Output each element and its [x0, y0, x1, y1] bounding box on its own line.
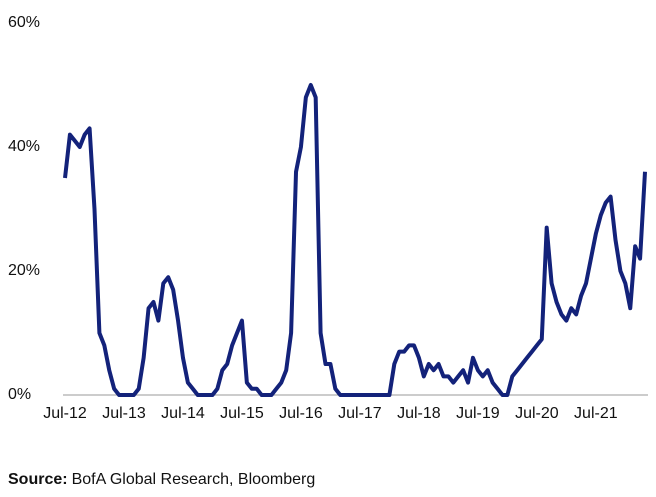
y-tick-label: 0%	[8, 386, 31, 403]
x-tick-label: Jul-16	[279, 405, 323, 422]
source-label: Source:	[8, 471, 68, 488]
x-tick-label: Jul-15	[220, 405, 264, 422]
source-text: BofA Global Research, Bloomberg	[72, 471, 316, 488]
x-tick-label: Jul-14	[161, 405, 205, 422]
line	[63, 83, 647, 397]
y-tick-label: 20%	[8, 262, 40, 279]
x-tick-label: Jul-20	[515, 405, 559, 422]
x-tick-label: Jul-17	[338, 405, 382, 422]
source: Source: BofA Global Research, Bloomberg	[8, 471, 315, 488]
y-tick-label: 40%	[8, 138, 40, 155]
x-tick-label: Jul-18	[397, 405, 441, 422]
x-tick-label: Jul-19	[456, 405, 500, 422]
x-tick-label: Jul-12	[43, 405, 87, 422]
x-tick-label: Jul-13	[102, 405, 146, 422]
x-tick-label: Jul-21	[574, 405, 618, 422]
y-tick-label: 60%	[8, 14, 40, 31]
